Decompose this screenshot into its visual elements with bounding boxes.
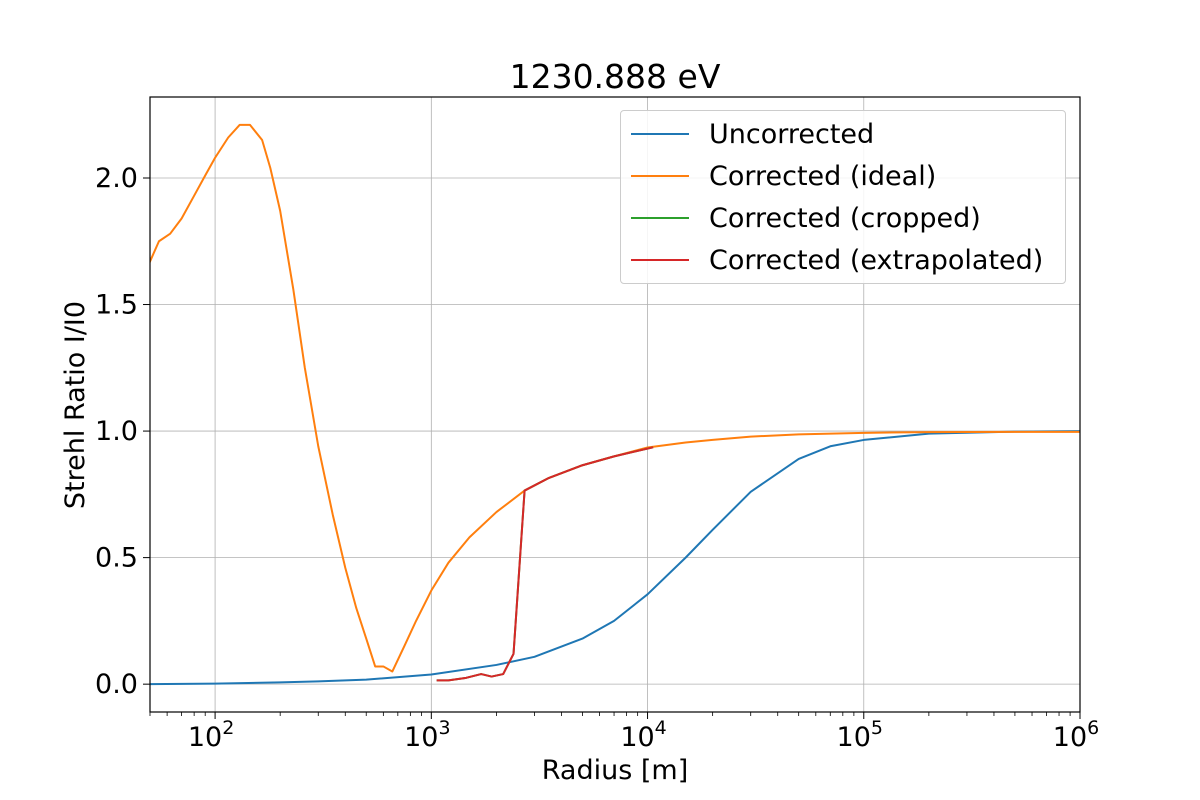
y-axis-label: Strehl Ratio I/I0: [60, 301, 91, 509]
x-axis-label: Radius [m]: [542, 755, 688, 786]
series-line-corrected-ideal: [150, 123, 1080, 673]
legend-label-corrected-extrapolated: Corrected (extrapolated): [709, 244, 1044, 276]
chart-title: 1230.888 eV: [510, 57, 721, 96]
series-line-uncorrected: [150, 430, 1080, 686]
plot-lines: [150, 123, 1080, 686]
y-tick-label: 1.5: [95, 290, 138, 321]
plot-frame: [149, 96, 1081, 713]
legend-swatch-corrected-cropped: [631, 217, 689, 219]
series-line-corrected-cropped: [436, 446, 654, 682]
legend-item-corrected-ideal: Corrected (ideal): [631, 155, 936, 197]
legend-label-corrected-ideal: Corrected (ideal): [709, 160, 937, 192]
legend-swatch-corrected-ideal: [631, 175, 689, 177]
y-tick-label: 0.0: [95, 669, 138, 700]
legend-item-corrected-cropped: Corrected (cropped): [631, 197, 981, 239]
x-tick-label: 104: [620, 717, 666, 753]
x-tick-label: 106: [1053, 717, 1099, 753]
x-tick-label: 103: [404, 717, 450, 753]
legend-label-corrected-cropped: Corrected (cropped): [709, 202, 981, 234]
legend-item-uncorrected: Uncorrected: [631, 113, 874, 155]
legend-label-uncorrected: Uncorrected: [709, 118, 875, 150]
legend: Uncorrected Corrected (ideal) Corrected …: [620, 110, 1066, 284]
legend-swatch-corrected-extrapolated: [631, 259, 689, 261]
legend-item-corrected-extrapolated: Corrected (extrapolated): [631, 239, 1043, 281]
x-tick-label: 102: [188, 717, 234, 753]
y-tick-label: 1.0: [95, 416, 138, 447]
legend-swatch-uncorrected: [631, 133, 689, 135]
y-tick-label: 2.0: [95, 163, 138, 194]
y-tick-label: 0.5: [95, 543, 138, 574]
series-line-corrected-extrapolated: [436, 446, 654, 682]
x-tick-label: 105: [837, 717, 883, 753]
